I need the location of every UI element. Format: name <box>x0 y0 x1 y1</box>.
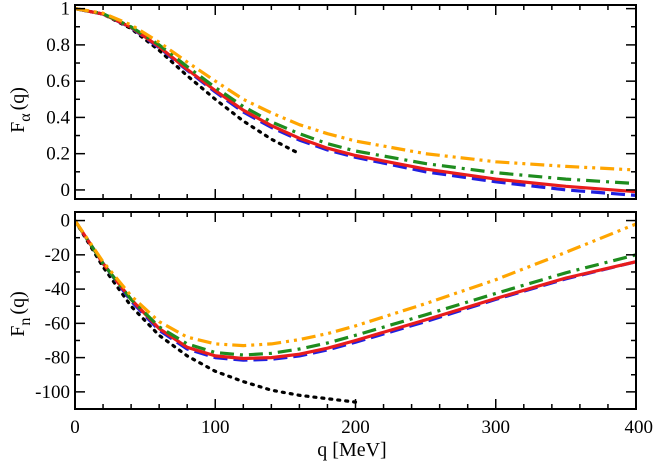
x-tick-label: 0 <box>70 417 80 438</box>
top-series-group <box>75 7 636 197</box>
bottom-y-tick-labels: 0 -20 -40 -60 -80 -100 <box>35 211 70 403</box>
bottom-series-group <box>75 219 636 404</box>
bottom-series-black-dotted <box>75 219 358 404</box>
bottom-y-tick-label: -40 <box>45 279 70 300</box>
top-y-title-main: F <box>7 122 29 133</box>
bottom-y-tick-label: 0 <box>61 211 71 232</box>
bottom-panel: 0 -20 -40 -60 -80 -100 0 100 200 300 400 Fn (q) q … <box>7 211 653 461</box>
bottom-y-tick-label: -20 <box>45 245 70 266</box>
top-y-tick-label: 0.4 <box>46 107 70 128</box>
top-y-tick-labels: 0 0.2 0.4 0.6 0.8 1 <box>46 0 70 201</box>
top-y-tick-label: 0.2 <box>46 144 70 165</box>
top-series-blue-dashed <box>75 7 636 197</box>
top-series-orange-dashdotdot <box>75 7 636 172</box>
bottom-plot-frame <box>74 211 637 410</box>
bottom-y-axis-title: Fn (q) <box>7 291 34 336</box>
x-axis-title: q [MeV] <box>317 439 386 461</box>
bottom-y-tick-label: -80 <box>45 348 70 369</box>
bottom-x-tick-labels: 0 100 200 300 400 <box>70 417 653 438</box>
top-y-title-sub: α <box>17 113 34 122</box>
x-tick-label: 100 <box>201 417 230 438</box>
top-tick-marks <box>74 5 637 199</box>
top-panel: 0 0.2 0.4 0.6 0.8 1 Fα (q) <box>7 0 637 201</box>
top-y-axis-title: Fα (q) <box>7 87 34 133</box>
bottom-y-tick-label: -100 <box>35 382 70 403</box>
top-y-tick-label: 1 <box>61 0 71 20</box>
top-y-title-arg: (q) <box>7 87 29 110</box>
bottom-series-red-solid <box>75 219 636 361</box>
top-plot-frame <box>74 4 637 200</box>
top-y-tick-label: 0.8 <box>46 35 70 56</box>
bottom-y-title-main: F <box>7 326 29 337</box>
x-tick-label: 400 <box>625 417 654 438</box>
bottom-series-orange-dashdotdot <box>75 219 636 348</box>
bottom-series-green-dashdot <box>75 219 636 357</box>
bottom-tick-marks <box>74 212 637 410</box>
top-series-black-dotted <box>75 7 301 156</box>
top-series-green-dashdot <box>75 7 636 186</box>
top-y-tick-label: 0.6 <box>46 71 70 92</box>
x-tick-label: 300 <box>482 417 511 438</box>
top-y-tick-label: 0 <box>61 180 71 201</box>
bottom-y-title-sub: n <box>17 318 34 326</box>
x-tick-label: 200 <box>341 417 370 438</box>
bottom-y-tick-label: -60 <box>45 313 70 334</box>
bottom-y-title-arg: (q) <box>7 291 29 314</box>
